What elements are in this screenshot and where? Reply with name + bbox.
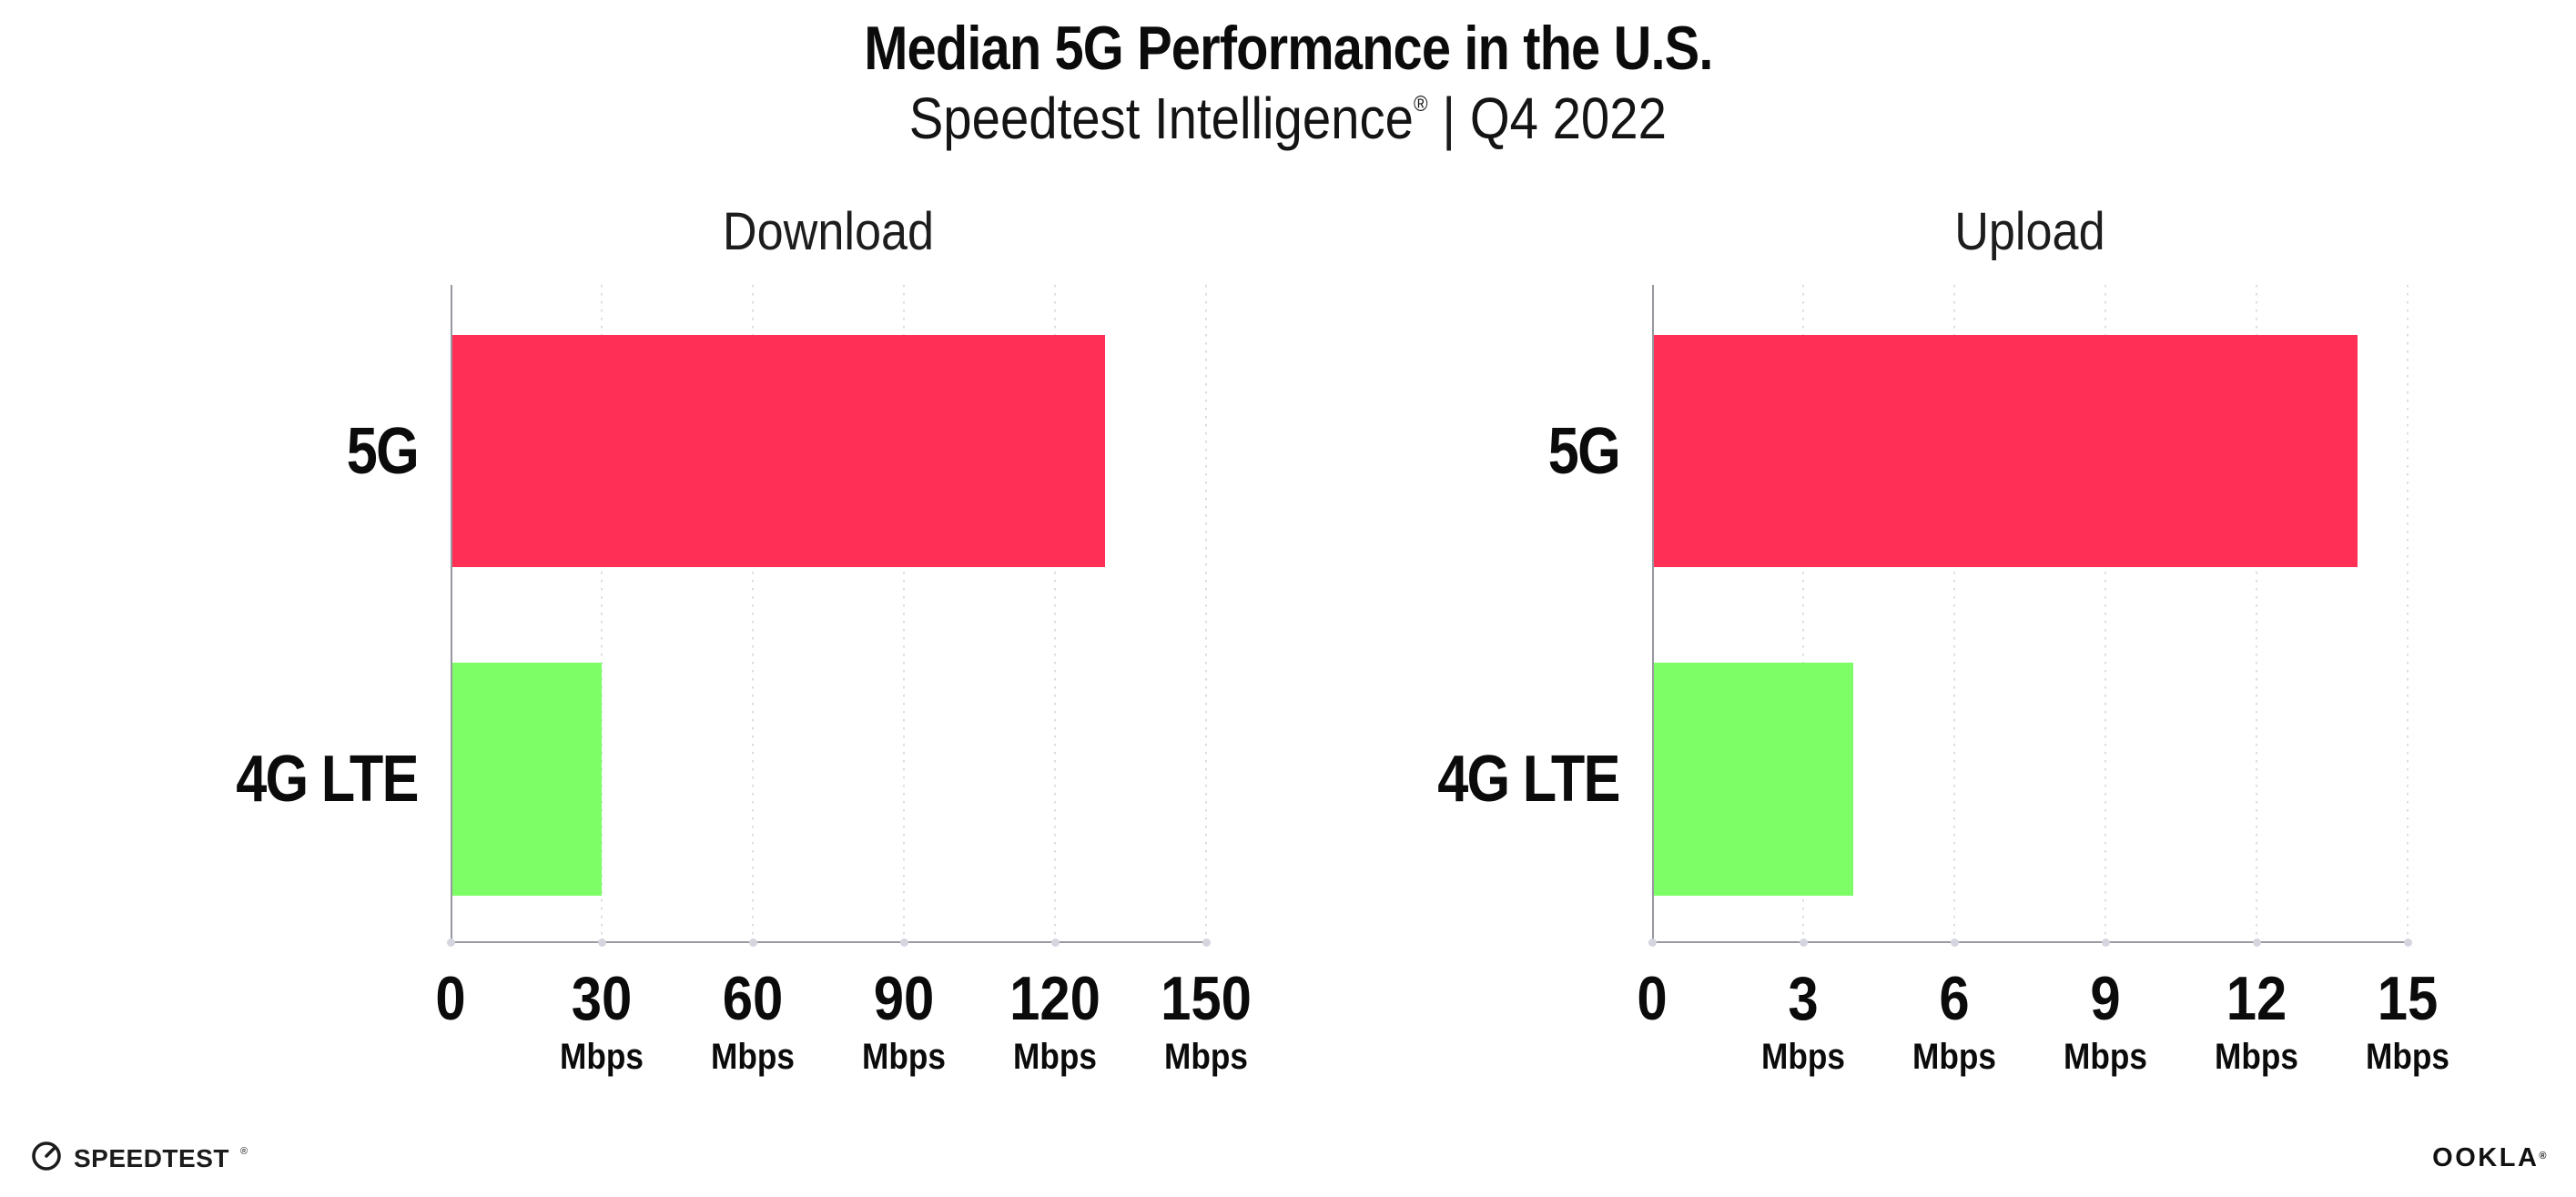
charts-row: Download 5G 4G LTE 0 30 Mbps 60 Mbps 90 Mbps 120… [0,203,2576,1097]
bar-5g [1652,334,2358,568]
gridline-120 [1054,284,1056,942]
xtick-120: 120 Mbps [1003,968,1106,1075]
x-axis-line [1652,940,2408,943]
gridline-90 [903,284,905,942]
page-title: Median 5G Performance in the U.S. [0,15,2576,83]
category-label-5g: 5G [346,414,420,488]
xtick-30: 30 Mbps [554,968,649,1075]
xtick-unit-mbps: Mbps [1013,1036,1097,1077]
ookla-wordmark: OOKLA [2432,1143,2540,1172]
bar-5g [451,334,1106,568]
xtick-12: 12 Mbps [2209,968,2304,1075]
gridline-3 [1802,284,1804,942]
gridline-30 [601,284,603,942]
speedtest-wordmark: SPEEDTEST [74,1143,229,1172]
xtick-150: 150 Mbps [1154,968,1257,1075]
y-axis-line [1652,284,1654,942]
speedtest-registered-mark: ® [239,1145,248,1157]
ookla-registered-mark: ® [2539,1151,2549,1161]
axis-tick-dot-0 [446,938,455,947]
download-chart: Download 5G 4G LTE 0 30 Mbps 60 Mbps 90 Mbps 120… [168,202,1252,1097]
xtick-unit-mbps: Mbps [1164,1036,1248,1077]
category-label-4g-lte: 4G LTE [1437,742,1621,816]
ookla-logo: OOKLA® [2432,1145,2549,1172]
axis-tick-dot-3 [1799,938,1808,947]
axis-tick-dot-30 [597,938,606,947]
subtitle-separator: | [1442,85,1456,151]
download-category-labels: 5G 4G LTE [168,285,451,942]
download-chart-body: 5G 4G LTE [168,284,1211,947]
xtick-unit-mbps: Mbps [2064,1036,2147,1077]
xtick-unit-mbps: Mbps [2215,1036,2298,1077]
axis-tick-dot-60 [748,938,757,947]
xtick-unit-mbps: Mbps [2366,1036,2449,1077]
axis-tick-dot-6 [1950,938,1959,947]
gridline-60 [752,284,754,942]
speedtest-gauge-icon [30,1140,63,1177]
axis-tick-dot-150 [1202,938,1211,947]
download-plot-area [446,284,1211,947]
xtick-value: 6 [1939,963,1970,1033]
xtick-value: 3 [1788,963,1819,1033]
category-label-5g: 5G [1547,414,1621,488]
download-chart-title: Download [722,202,935,262]
axis-tick-dot-12 [2252,938,2261,947]
xtick-value: 0 [1637,963,1668,1033]
bar-4g-lte [451,663,602,896]
xtick-0: 0 [433,968,468,1030]
subtitle-brand: Speedtest Intelligence [908,85,1415,151]
xtick-value: 15 [2377,963,2439,1033]
page-subtitle: Speedtest Intelligence® | Q4 2022 [0,86,2576,150]
speedtest-logo: SPEEDTEST ® [30,1140,248,1177]
xtick-90: 90 Mbps [857,968,951,1075]
download-x-axis-labels: 0 30 Mbps 60 Mbps 90 Mbps 120 Mbps 150 Mbps [435,942,1252,1097]
axis-tick-dot-15 [2403,938,2412,947]
xtick-unit-mbps: Mbps [1761,1036,1845,1077]
xtick-value: 9 [2090,963,2121,1033]
category-label-4g-lte: 4G LTE [236,742,420,816]
y-axis-line [451,284,452,942]
registered-mark: ® [1414,91,1428,117]
footer: SPEEDTEST ® OOKLA® [30,1140,2549,1177]
xtick-9: 9 Mbps [2058,968,2153,1075]
gridline-150 [1205,284,1207,942]
axis-tick-dot-9 [2101,938,2110,947]
upload-chart-title: Upload [1954,202,2105,262]
upload-chart: Upload 5G 4G LTE 0 3 Mbps 6 Mbps 9 Mbps 12 Mbps 15… [1370,202,2449,1097]
page-title-text: Median 5G Performance in the U.S. [863,14,1713,83]
subtitle-period: Q4 2022 [1470,85,1668,151]
xtick-value: 12 [2226,963,2287,1033]
xtick-value: 90 [873,963,935,1033]
upload-category-labels: 5G 4G LTE [1370,285,1652,942]
axis-tick-dot-90 [899,938,908,947]
upload-x-axis-labels: 0 3 Mbps 6 Mbps 9 Mbps 12 Mbps 15 Mbps [1637,942,2449,1097]
gridline-6 [1953,284,1955,942]
axis-tick-dot-120 [1050,938,1060,947]
bar-4g-lte [1652,663,1854,896]
header: Median 5G Performance in the U.S. Speedt… [0,0,2576,150]
xtick-unit-mbps: Mbps [1912,1036,1996,1077]
xtick-3: 3 Mbps [1756,968,1851,1075]
xtick-15: 15 Mbps [2360,968,2455,1075]
xtick-value: 0 [435,963,466,1033]
xtick-value: 30 [571,963,633,1033]
xtick-unit-mbps: Mbps [560,1036,644,1077]
axis-tick-dot-0 [1648,938,1657,947]
xtick-unit-mbps: Mbps [862,1036,946,1077]
xtick-60: 60 Mbps [705,968,800,1075]
gridline-9 [2104,284,2106,942]
gridline-12 [2256,284,2257,942]
xtick-value: 120 [1009,963,1100,1033]
x-axis-line [451,940,1206,943]
upload-plot-area [1648,284,2412,947]
xtick-unit-mbps: Mbps [711,1036,795,1077]
upload-chart-body: 5G 4G LTE [1370,284,2412,947]
xtick-value: 150 [1161,963,1252,1033]
xtick-6: 6 Mbps [1907,968,2002,1075]
xtick-value: 60 [722,963,784,1033]
gridline-15 [2407,284,2409,942]
xtick-0: 0 [1635,968,1669,1030]
